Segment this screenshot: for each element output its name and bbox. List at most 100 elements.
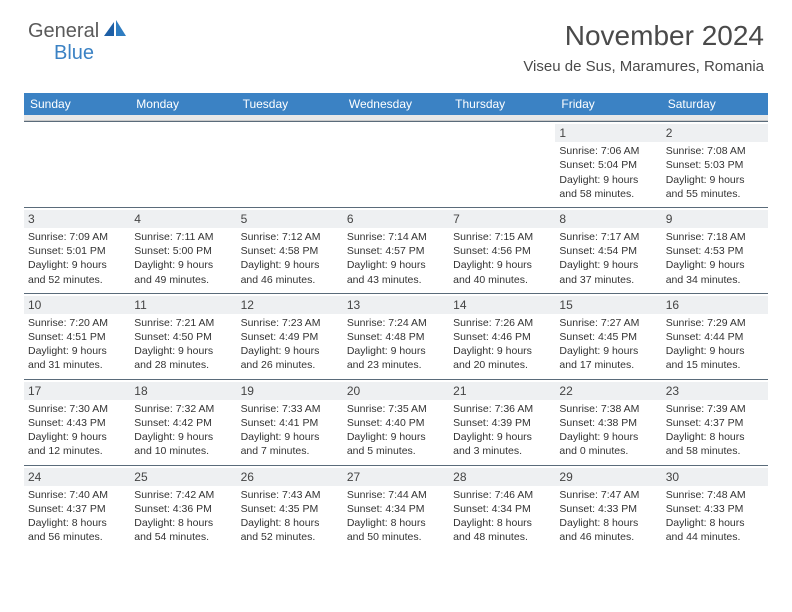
day-number: 3: [24, 210, 130, 228]
sunset-line: Sunset: 4:50 PM: [134, 330, 232, 344]
day-number: 19: [237, 382, 343, 400]
sunrise-line: Sunrise: 7:23 AM: [241, 316, 339, 330]
day-number: 7: [449, 210, 555, 228]
day-number: 6: [343, 210, 449, 228]
sunrise-line: Sunrise: 7:14 AM: [347, 230, 445, 244]
sunset-line: Sunset: 4:49 PM: [241, 330, 339, 344]
sunset-line: Sunset: 4:34 PM: [453, 502, 551, 516]
day-number: 18: [130, 382, 236, 400]
day-number: 24: [24, 468, 130, 486]
calendar-cell: 17Sunrise: 7:30 AMSunset: 4:43 PMDayligh…: [24, 379, 130, 465]
day-number: 30: [662, 468, 768, 486]
day-info: Sunrise: 7:18 AMSunset: 4:53 PMDaylight:…: [666, 230, 764, 287]
sunrise-line: Sunrise: 7:17 AM: [559, 230, 657, 244]
day-info: Sunrise: 7:36 AMSunset: 4:39 PMDaylight:…: [453, 402, 551, 459]
sunset-line: Sunset: 5:03 PM: [666, 158, 764, 172]
sunset-line: Sunset: 4:44 PM: [666, 330, 764, 344]
day-number: 21: [449, 382, 555, 400]
location-text: Viseu de Sus, Maramures, Romania: [523, 58, 764, 75]
day-info: Sunrise: 7:21 AMSunset: 4:50 PMDaylight:…: [134, 316, 232, 373]
calendar-cell: 2Sunrise: 7:08 AMSunset: 5:03 PMDaylight…: [662, 121, 768, 207]
sunset-line: Sunset: 4:37 PM: [28, 502, 126, 516]
sunrise-line: Sunrise: 7:33 AM: [241, 402, 339, 416]
logo-text-general: General: [28, 20, 99, 43]
calendar-cell: 19 Sunrise: 7:33 AMSunset: 4:41 PMDayligh…: [237, 379, 343, 465]
daylight-line: Daylight: 9 hours and 7 minutes.: [241, 430, 339, 458]
sunrise-line: Sunrise: 7:24 AM: [347, 316, 445, 330]
day-number: 16: [662, 296, 768, 314]
sunrise-line: Sunrise: 7:38 AM: [559, 402, 657, 416]
sunset-line: Sunset: 4:53 PM: [666, 244, 764, 258]
calendar-cell: 5Sunrise: 7:12 AMSunset: 4:58 PMDaylight…: [237, 207, 343, 293]
calendar-header-cell: Thursday: [449, 93, 555, 115]
calendar-cell: [343, 121, 449, 207]
daylight-line: Daylight: 9 hours and 23 minutes.: [347, 344, 445, 372]
day-number: 20: [343, 382, 449, 400]
daylight-line: Daylight: 8 hours and 44 minutes.: [666, 516, 764, 544]
day-number: 4: [130, 210, 236, 228]
sunrise-line: Sunrise: 7:06 AM: [559, 144, 657, 158]
sunset-line: Sunset: 4:54 PM: [559, 244, 657, 258]
day-number: 22: [555, 382, 661, 400]
daylight-line: Daylight: 9 hours and 28 minutes.: [134, 344, 232, 372]
day-info: Sunrise: 7:38 AMSunset: 4:38 PMDaylight:…: [559, 402, 657, 459]
calendar-cell: [237, 121, 343, 207]
sunset-line: Sunset: 4:34 PM: [347, 502, 445, 516]
day-number: 8: [555, 210, 661, 228]
calendar-header-row: SundayMondayTuesdayWednesdayThursdayFrid…: [24, 93, 768, 115]
day-number: 27: [343, 468, 449, 486]
sunset-line: Sunset: 4:38 PM: [559, 416, 657, 430]
sunrise-line: Sunrise: 7:43 AM: [241, 488, 339, 502]
calendar-header-cell: Wednesday: [343, 93, 449, 115]
sunrise-line: Sunrise: 7:09 AM: [28, 230, 126, 244]
calendar-cell: 21 Sunrise: 7:36 AMSunset: 4:39 PMDayligh…: [449, 379, 555, 465]
sunset-line: Sunset: 4:40 PM: [347, 416, 445, 430]
day-info: Sunrise: 7:33 AMSunset: 4:41 PMDaylight:…: [241, 402, 339, 459]
daylight-line: Daylight: 9 hours and 15 minutes.: [666, 344, 764, 372]
day-info: Sunrise: 7:35 AMSunset: 4:40 PMDaylight:…: [347, 402, 445, 459]
sunrise-line: Sunrise: 7:27 AM: [559, 316, 657, 330]
calendar-cell: 18Sunrise: 7:32 AMSunset: 4:42 PMDayligh…: [130, 379, 236, 465]
daylight-line: Daylight: 9 hours and 34 minutes.: [666, 258, 764, 286]
sunrise-line: Sunrise: 7:39 AM: [666, 402, 764, 416]
calendar-cell: 14Sunrise: 7:26 AMSunset: 4:46 PMDayligh…: [449, 293, 555, 379]
sunrise-line: Sunrise: 7:36 AM: [453, 402, 551, 416]
daylight-line: Daylight: 8 hours and 52 minutes.: [241, 516, 339, 544]
day-info: Sunrise: 7:14 AMSunset: 4:57 PMDaylight:…: [347, 230, 445, 287]
sunrise-line: Sunrise: 7:32 AM: [134, 402, 232, 416]
calendar-cell: 1Sunrise: 7:06 AMSunset: 5:04 PMDaylight…: [555, 121, 661, 207]
sunset-line: Sunset: 4:46 PM: [453, 330, 551, 344]
month-title: November 2024: [523, 20, 764, 52]
sunrise-line: Sunrise: 7:44 AM: [347, 488, 445, 502]
calendar-cell: 13Sunrise: 7:24 AMSunset: 4:48 PMDayligh…: [343, 293, 449, 379]
day-number: 23: [662, 382, 768, 400]
sunrise-line: Sunrise: 7:42 AM: [134, 488, 232, 502]
daylight-line: Daylight: 9 hours and 5 minutes.: [347, 430, 445, 458]
sunrise-line: Sunrise: 7:11 AM: [134, 230, 232, 244]
day-number: 28: [449, 468, 555, 486]
day-number: 29: [555, 468, 661, 486]
calendar-cell: 9 Sunrise: 7:18 AMSunset: 4:53 PMDaylight…: [662, 207, 768, 293]
day-info: Sunrise: 7:09 AMSunset: 5:01 PMDaylight:…: [28, 230, 126, 287]
day-info: Sunrise: 7:30 AMSunset: 4:43 PMDaylight:…: [28, 402, 126, 459]
daylight-line: Daylight: 9 hours and 49 minutes.: [134, 258, 232, 286]
calendar-header-cell: Tuesday: [237, 93, 343, 115]
day-number: 9: [662, 210, 768, 228]
sunrise-line: Sunrise: 7:26 AM: [453, 316, 551, 330]
sunrise-line: Sunrise: 7:48 AM: [666, 488, 764, 502]
daylight-line: Daylight: 9 hours and 26 minutes.: [241, 344, 339, 372]
sunset-line: Sunset: 4:48 PM: [347, 330, 445, 344]
calendar-cell: 20 Sunrise: 7:35 AMSunset: 4:40 PMDayligh…: [343, 379, 449, 465]
sunset-line: Sunset: 4:45 PM: [559, 330, 657, 344]
daylight-line: Daylight: 9 hours and 12 minutes.: [28, 430, 126, 458]
day-info: Sunrise: 7:27 AMSunset: 4:45 PMDaylight:…: [559, 316, 657, 373]
calendar: SundayMondayTuesdayWednesdayThursdayFrid…: [24, 93, 768, 550]
day-number: 5: [237, 210, 343, 228]
calendar-cell: 8Sunrise: 7:17 AMSunset: 4:54 PMDaylight…: [555, 207, 661, 293]
sunset-line: Sunset: 5:01 PM: [28, 244, 126, 258]
calendar-cell: [449, 121, 555, 207]
sunrise-line: Sunrise: 7:46 AM: [453, 488, 551, 502]
day-info: Sunrise: 7:06 AMSunset: 5:04 PMDaylight:…: [559, 144, 657, 201]
sunset-line: Sunset: 4:33 PM: [559, 502, 657, 516]
sunrise-line: Sunrise: 7:35 AM: [347, 402, 445, 416]
